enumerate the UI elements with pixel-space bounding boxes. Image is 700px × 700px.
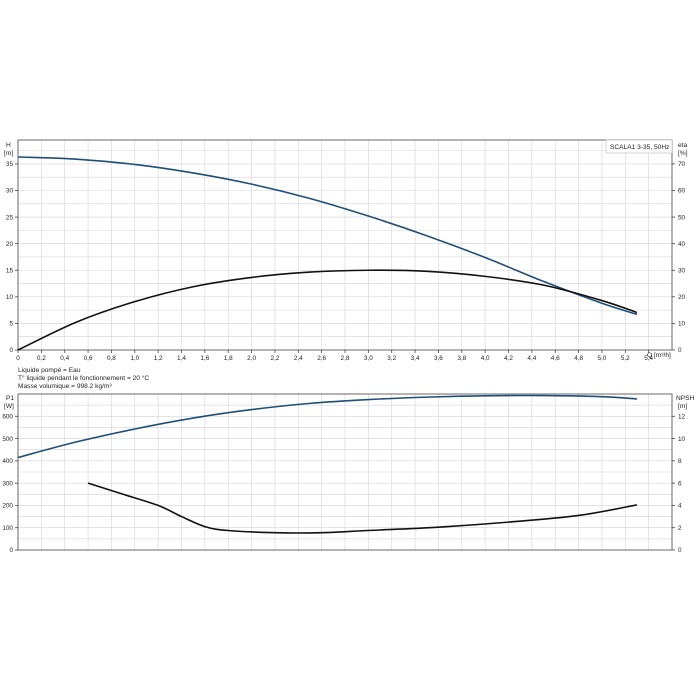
power-axis-unit: [W]: [4, 403, 14, 410]
left-tick-label: 15: [6, 267, 14, 274]
x-tick-label: 0,6: [84, 355, 93, 362]
left-tick-label: 35: [6, 161, 14, 168]
left-tick-label: 100: [2, 525, 13, 532]
right-tick-label: 30: [678, 267, 686, 274]
x-tick-label: 2,2: [270, 355, 279, 362]
x-tick-label: 1,2: [154, 355, 163, 362]
head-axis-unit: [m]: [4, 150, 13, 157]
x-tick-label: 3,4: [411, 355, 420, 362]
right-tick-label: 60: [678, 188, 686, 195]
x-tick-label: 1,8: [224, 355, 233, 362]
flow-axis-ticks: 0 0,2 0,4 0,6 0,8 1,0 1,2 1,4 1,6 1,8 2,0 2,2 2,4 2,6…: [16, 350, 654, 362]
x-tick-label: 1,0: [130, 355, 139, 362]
x-tick-label: 5,4: [644, 355, 653, 362]
right-tick-label: 2: [678, 525, 682, 532]
x-tick-label: 4,0: [481, 355, 490, 362]
npsh-axis-ticks: 0 2 4 6 8 10 12: [672, 413, 686, 554]
left-tick-label: 10: [6, 294, 14, 301]
right-tick-label: 8: [678, 458, 682, 465]
left-tick-label: 200: [2, 503, 13, 510]
x-tick-label: 3,2: [387, 355, 396, 362]
left-tick-label: 600: [2, 413, 13, 420]
x-tick-label: 0,4: [60, 355, 69, 362]
x-tick-label: 4,2: [504, 355, 513, 362]
series-line-1-0: [17, 394, 638, 459]
x-tick-label: 1,4: [177, 355, 186, 362]
liquid-notes: Liquide pompé = Eau T° liquide pendant l…: [18, 367, 149, 390]
efficiency-axis-label: eta: [678, 142, 687, 149]
x-tick-label: 4,6: [551, 355, 560, 362]
power-npsh-curves: [17, 394, 638, 534]
right-tick-label: 50: [678, 214, 686, 221]
chart-title: SCALA1 3-35, 50Hz: [610, 144, 669, 151]
efficiency-axis-unit: [%]: [678, 150, 688, 157]
head-axis-ticks: 0 5 10 15 20 25 30 35: [6, 161, 18, 354]
right-tick-label: 12: [678, 413, 686, 420]
x-tick-label: 2,6: [317, 355, 326, 362]
power-npsh-grid: [18, 394, 672, 550]
x-tick-label: 2,4: [294, 355, 303, 362]
performance-curves: [17, 156, 638, 351]
note-density: Masse volumique = 998.2 kg/m³: [18, 383, 112, 390]
left-tick-label: 400: [2, 458, 13, 465]
power-axis-label: P1: [6, 395, 14, 402]
left-tick-label: 0: [9, 347, 13, 354]
left-tick-label: 25: [6, 214, 14, 221]
left-tick-label: 30: [6, 188, 14, 195]
right-tick-label: 10: [678, 321, 686, 328]
right-tick-label: 70: [678, 161, 686, 168]
x-tick-label: 5,0: [597, 355, 606, 362]
series-line-0-0: [17, 156, 638, 316]
series-line-1-1: [87, 482, 638, 534]
left-tick-label: 300: [2, 480, 13, 487]
right-tick-label: 40: [678, 241, 686, 248]
x-tick-label: 2,0: [247, 355, 256, 362]
chart-title-box: [605, 139, 673, 154]
left-tick-label: 5: [9, 321, 13, 328]
right-tick-label: 10: [678, 436, 686, 443]
flow-axis-label: Q [m³/h]: [647, 352, 671, 359]
x-tick-label: 0: [16, 355, 20, 362]
x-tick-label: 2,8: [341, 355, 350, 362]
x-tick-label: 0,8: [107, 355, 116, 362]
series-line-0-1: [17, 269, 638, 351]
x-tick-label: 5,2: [621, 355, 630, 362]
x-tick-label: 4,8: [574, 355, 583, 362]
right-tick-label: 20: [678, 294, 686, 301]
left-tick-label: 0: [9, 547, 13, 554]
power-npsh-chart: 0 100 200 300 400 500 600 0 2 4 6 8 10 12 P1 [W] NPS…: [2, 393, 695, 554]
right-tick-label: 4: [678, 503, 682, 510]
npsh-axis-unit: [m]: [678, 403, 687, 410]
head-axis-label: H: [6, 142, 11, 149]
power-axis-ticks: 0 100 200 300 400 500 600: [2, 413, 18, 554]
x-tick-label: 3,0: [364, 355, 373, 362]
performance-grid: [18, 140, 672, 350]
npsh-axis-label: NPSH: [676, 395, 695, 402]
right-tick-label: 0: [678, 547, 682, 554]
right-tick-label: 0: [678, 347, 682, 354]
left-tick-label: 20: [6, 241, 14, 248]
x-tick-label: 0,2: [37, 355, 46, 362]
efficiency-axis-ticks: 0 10 20 30 40 50 60 70: [672, 161, 686, 354]
x-tick-label: 1,6: [200, 355, 209, 362]
x-tick-label: 3,8: [457, 355, 466, 362]
x-tick-label: 3,6: [434, 355, 443, 362]
note-liquid: Liquide pompé = Eau: [18, 367, 81, 374]
x-tick-label: 4,4: [527, 355, 536, 362]
left-tick-label: 500: [2, 436, 13, 443]
right-tick-label: 6: [678, 480, 682, 487]
power-npsh-frame: [17, 393, 673, 551]
performance-chart: 0 0,2 0,4 0,6 0,8 1,0 1,2 1,4 1,6 1,8 2,0 2,2 2,4 2,6…: [4, 139, 688, 362]
note-temperature: T° liquide pendant le fonctionnement = 2…: [18, 374, 149, 382]
